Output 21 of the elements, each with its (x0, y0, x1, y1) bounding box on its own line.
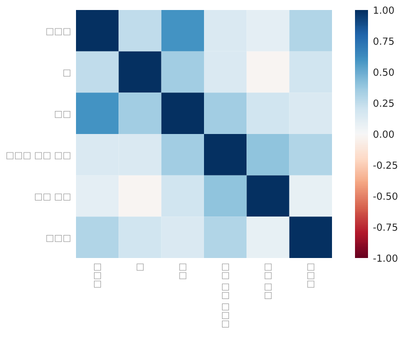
color-bar-label: 0.75 (374, 37, 394, 45)
y-tick-label: □□□ (46, 234, 70, 242)
x-tick-label: □□ □□ (264, 264, 272, 300)
color-bar-label: 0.25 (374, 99, 394, 107)
color-bar-label: 1.00 (374, 6, 394, 14)
y-tick-label: □ (63, 70, 70, 77)
color-bar-label: -1.00 (373, 254, 398, 262)
color-bar-label: 0.00 (374, 130, 394, 138)
y-tick-label: □□□ (46, 28, 70, 36)
color-bar-label: -0.25 (373, 161, 398, 169)
y-tick-label: □□ (54, 110, 70, 118)
color-bar-label: -0.50 (373, 192, 398, 200)
x-tick-label: □□ (179, 264, 186, 280)
color-bar-label: -0.75 (373, 223, 398, 231)
x-tick-label: □ (136, 264, 144, 271)
x-tick-label: □□□ □□ □□ (222, 264, 229, 328)
y-tick-label: □□□ □□ □□ (6, 152, 70, 160)
x-tick-label: □□□ (307, 264, 314, 288)
x-tick-label: □□□ (94, 264, 101, 288)
color-bar-label: 0.50 (374, 68, 394, 76)
y-tick-label: □□ □□ (34, 194, 70, 201)
